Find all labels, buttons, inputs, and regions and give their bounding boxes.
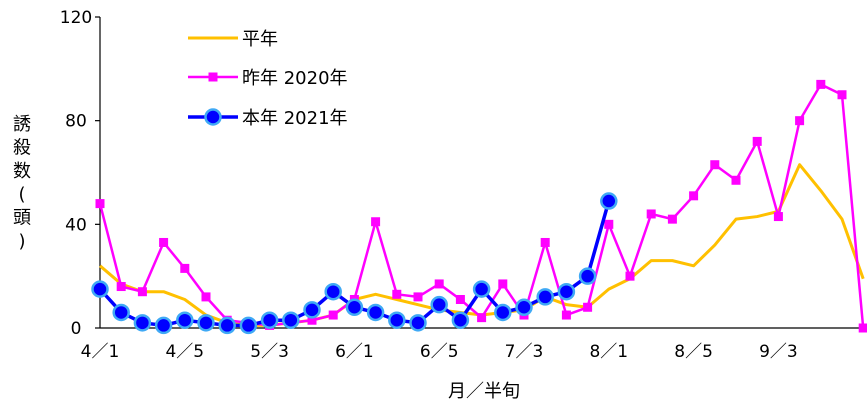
data-point: [303, 301, 321, 319]
data-point: [307, 315, 317, 325]
data-point: [434, 279, 444, 289]
series-2020: [95, 79, 867, 333]
data-point: [324, 282, 342, 301]
data-point: [583, 302, 593, 312]
data-point: [646, 209, 656, 219]
data-point: [112, 303, 130, 322]
x-tick-label: 4／1: [81, 342, 120, 362]
y-tick-label: 120: [60, 8, 92, 28]
data-point: [159, 237, 169, 247]
data-point: [409, 314, 427, 332]
data-point: [752, 136, 762, 146]
data-point: [388, 311, 406, 329]
x-tick-labels: 4／1 4／5 5／3 6／1 6／5 7／3 8／1 8／5 9／3: [81, 342, 798, 362]
data-point: [180, 263, 190, 273]
x-tick-label: 6／1: [335, 342, 374, 362]
series-2021: [91, 192, 618, 335]
data-point: [201, 292, 211, 302]
data-point: [731, 175, 741, 185]
y-tick-label: 40: [65, 215, 87, 235]
y-tick-labels: 0 40 80 120: [60, 8, 100, 339]
data-point: [197, 314, 215, 332]
data-point: [328, 310, 338, 320]
data-point: [413, 292, 423, 302]
data-point: [625, 271, 635, 281]
data-point: [392, 289, 402, 299]
legend-label: 平年: [242, 29, 278, 50]
data-point: [837, 90, 847, 100]
data-point: [816, 79, 826, 89]
data-point: [282, 311, 300, 329]
series-heinen: [99, 163, 865, 327]
x-tick-label: 9／3: [759, 342, 798, 362]
legend-label: 昨年 2020年: [242, 68, 348, 89]
data-point: [345, 298, 364, 317]
data-point: [239, 316, 258, 335]
y-tick-label: 0: [71, 319, 82, 339]
y-tick-label: 80: [65, 112, 87, 132]
data-point: [371, 217, 381, 227]
data-point: [578, 267, 597, 285]
y-axis-label-text: 誘殺数(頭): [13, 114, 31, 252]
data-point: [455, 294, 465, 304]
x-tick-label: 8／1: [589, 342, 628, 362]
data-point: [494, 303, 512, 322]
data-point: [154, 316, 173, 335]
legend-marker: [208, 72, 218, 82]
data-point: [366, 303, 385, 322]
legend-label: 本年 2021年: [242, 108, 348, 129]
data-point: [133, 314, 152, 332]
data-point: [430, 295, 448, 314]
data-point: [561, 310, 571, 320]
data-point: [137, 287, 147, 297]
data-point: [95, 199, 105, 209]
x-axis-label: 月／半旬: [448, 381, 520, 402]
data-point: [773, 212, 783, 222]
data-point: [557, 282, 576, 301]
data-point: [116, 282, 126, 292]
data-point: [477, 313, 487, 323]
data-point: [260, 311, 279, 329]
x-tick-label: 8／5: [674, 342, 713, 362]
data-point: [472, 280, 491, 298]
data-point: [689, 191, 699, 201]
data-point: [451, 311, 470, 329]
data-point: [536, 288, 554, 306]
data-point: [91, 280, 109, 298]
y-axis-label: 誘殺数(頭): [13, 114, 31, 252]
data-point: [710, 160, 720, 170]
x-tick-label: 7／3: [505, 342, 544, 362]
x-tick-label: 6／5: [420, 342, 459, 362]
data-point: [540, 237, 550, 247]
legend-marker: [204, 108, 222, 126]
data-point: [600, 192, 618, 210]
x-tick-label: 4／5: [165, 342, 204, 362]
data-point: [795, 116, 805, 126]
data-point: [858, 323, 867, 333]
data-point: [604, 219, 614, 229]
data-point: [218, 316, 236, 335]
series-line: [99, 163, 865, 327]
data-point: [515, 298, 533, 317]
x-tick-label: 5／3: [250, 342, 289, 362]
data-point: [176, 311, 194, 329]
data-point: [667, 214, 677, 224]
data-point: [498, 279, 508, 289]
